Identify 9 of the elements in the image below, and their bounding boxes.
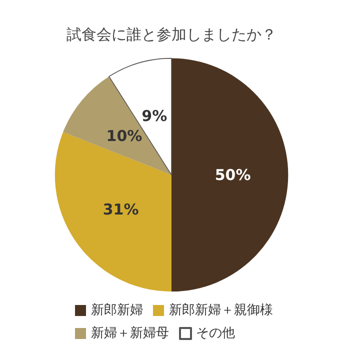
- chart-title: 試食会に誰と参加しましたか？: [66, 26, 276, 44]
- legend-label: 新郎新婦: [91, 302, 143, 318]
- data-label: 31%: [102, 200, 139, 218]
- data-label: 10%: [106, 126, 142, 145]
- legend-label: 新婦＋新婦母: [91, 326, 169, 341]
- legend-label: 新郎新婦＋親御様: [169, 302, 273, 318]
- data-label: 50%: [214, 166, 251, 184]
- data-label: 9%: [142, 107, 168, 126]
- legend-label: その他: [196, 326, 235, 341]
